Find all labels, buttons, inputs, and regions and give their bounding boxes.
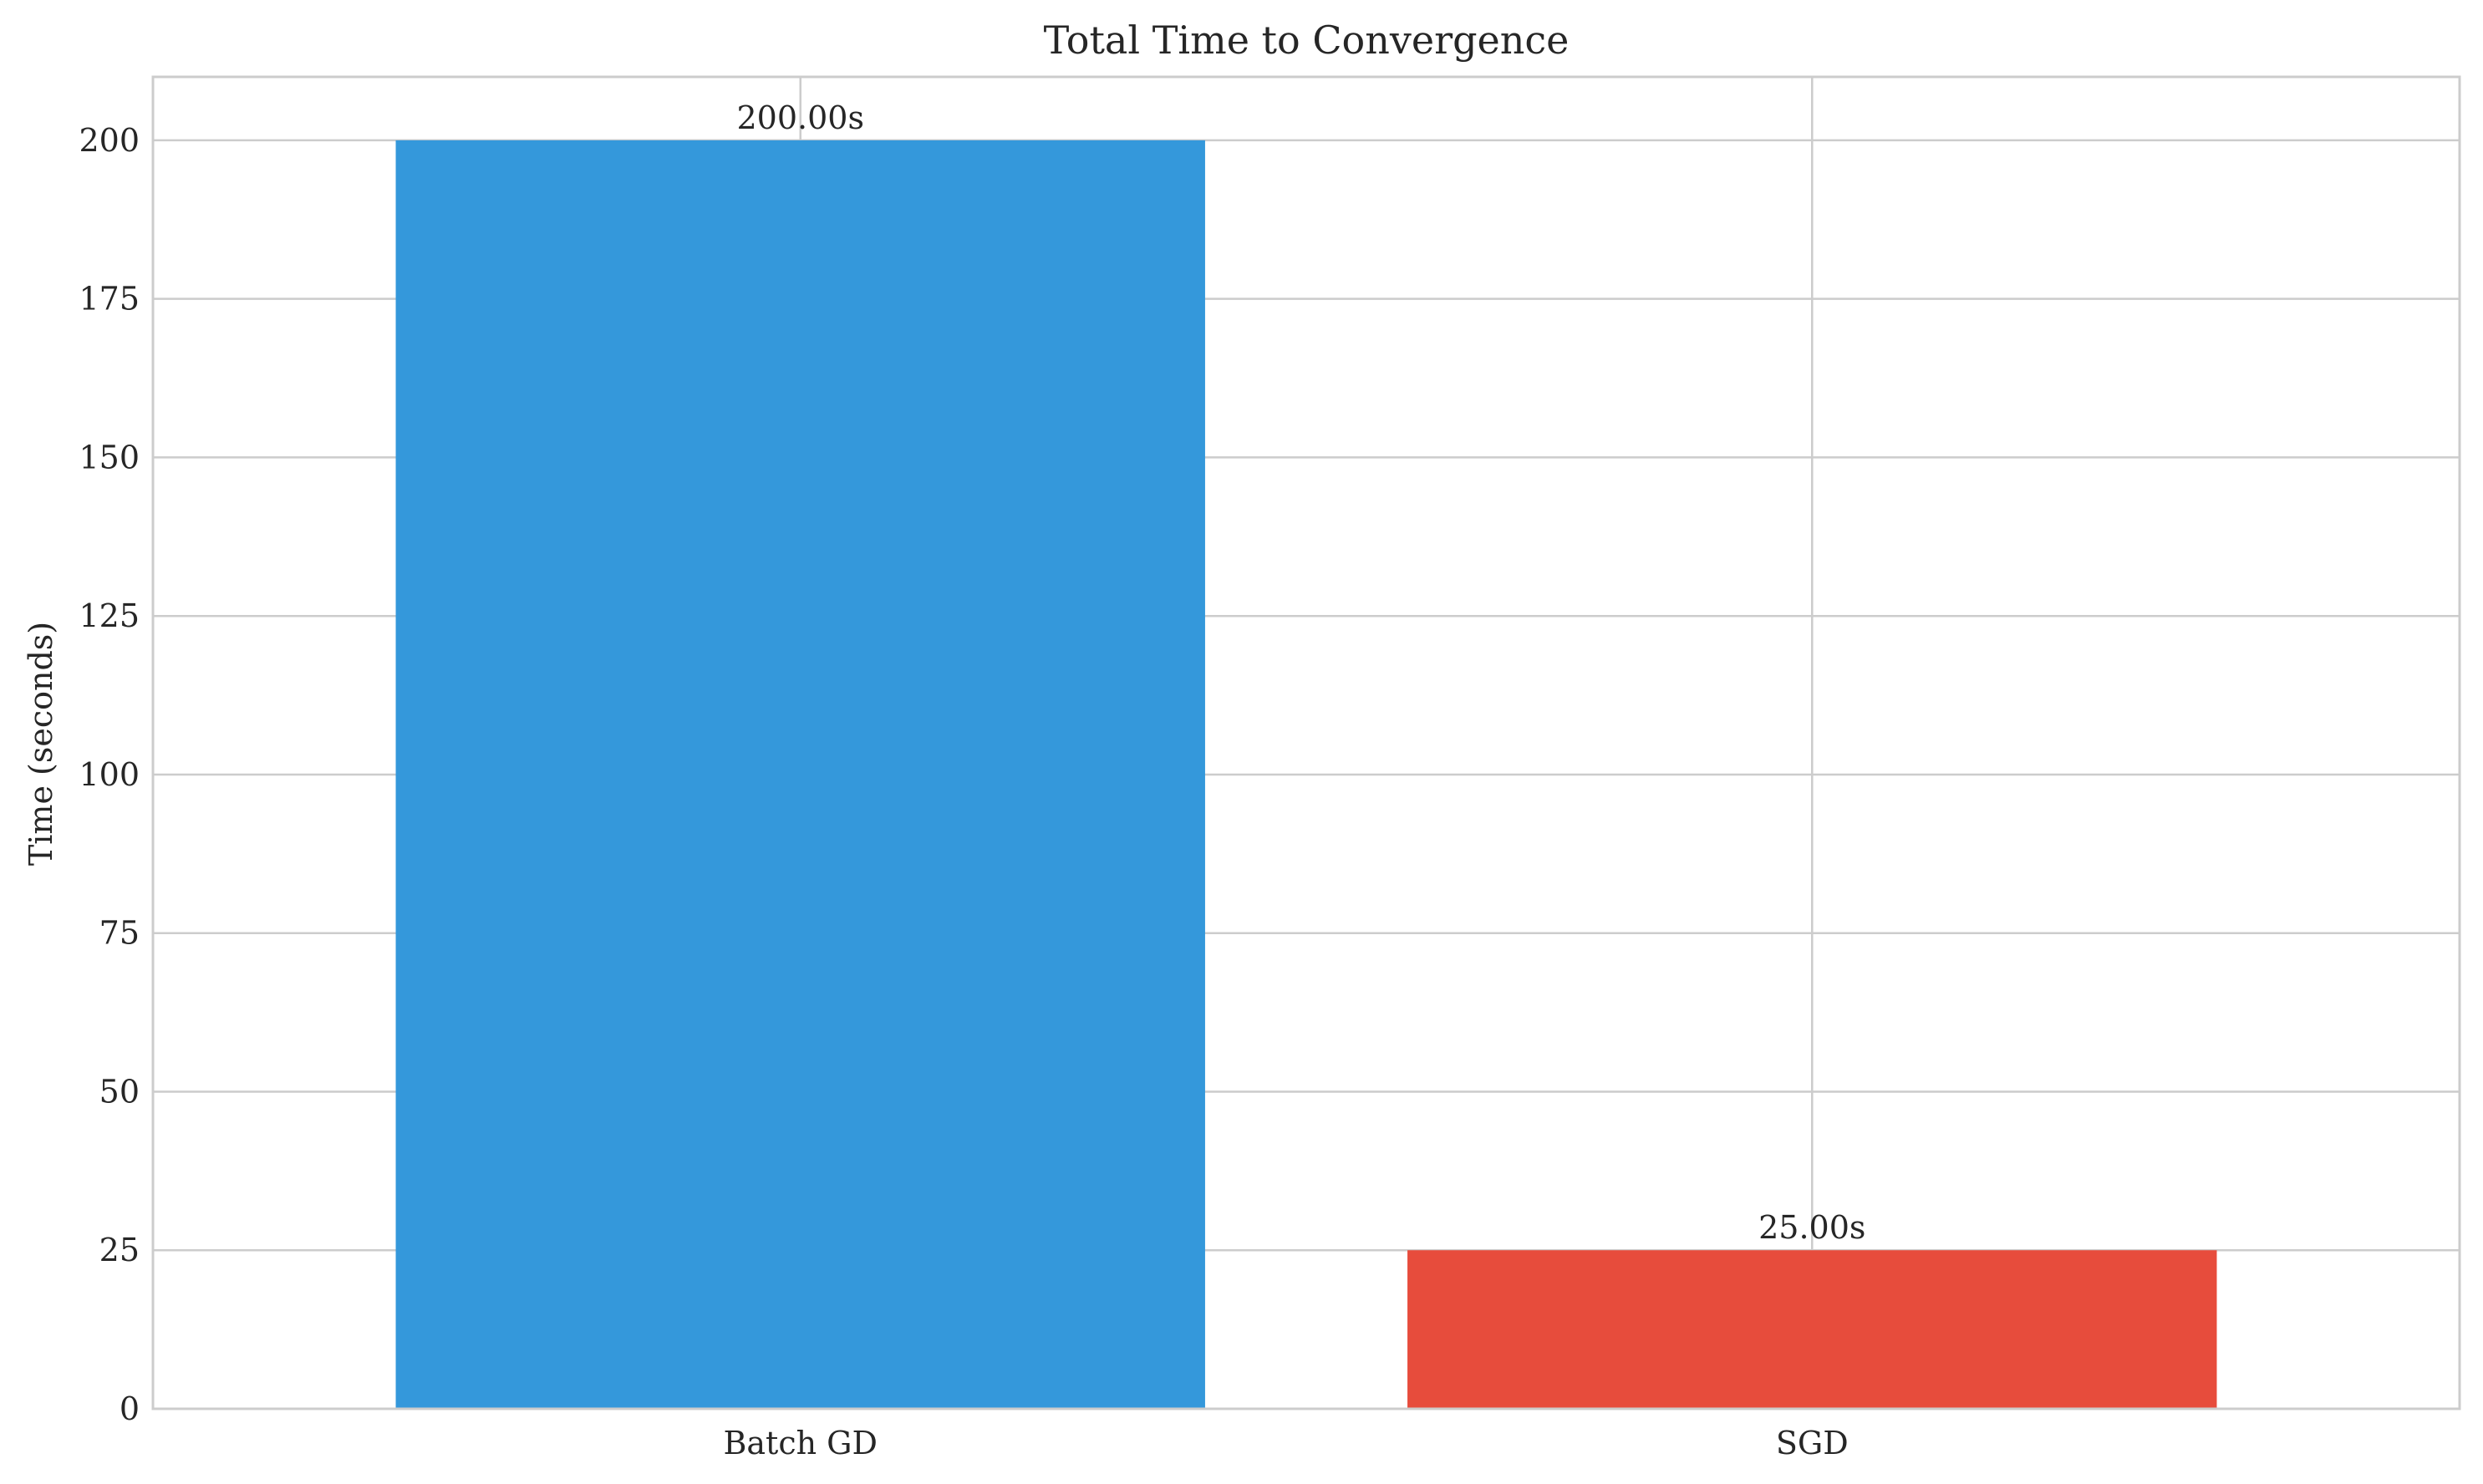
y-tick-label: 200 xyxy=(79,122,140,159)
x-axis-ticks: Batch GD SGD xyxy=(723,1425,1848,1461)
bar-batch-gd xyxy=(395,140,1205,1409)
bar-value-label: 200.00s xyxy=(737,99,864,136)
y-tick-label: 125 xyxy=(79,597,140,634)
y-axis-label: Time (seconds) xyxy=(23,622,59,866)
x-tick-label: Batch GD xyxy=(723,1425,878,1461)
bar-value-label: 25.00s xyxy=(1758,1209,1865,1246)
y-tick-label: 75 xyxy=(99,915,140,952)
x-tick-label: SGD xyxy=(1776,1425,1849,1461)
y-tick-label: 150 xyxy=(79,439,140,475)
y-tick-label: 100 xyxy=(79,756,140,793)
y-axis-ticks: 0 25 50 75 100 125 150 175 200 xyxy=(79,122,140,1427)
bar-value-labels: 200.00s 25.00s xyxy=(737,99,1866,1246)
y-tick-label: 175 xyxy=(79,281,140,318)
bar-sgd xyxy=(1407,1250,2217,1409)
chart-title: Total Time to Convergence xyxy=(1044,18,1570,63)
bars xyxy=(395,140,2217,1409)
y-tick-label: 25 xyxy=(99,1232,140,1268)
plot-frame xyxy=(151,75,2461,1410)
y-tick-label: 50 xyxy=(99,1073,140,1110)
y-tick-label: 0 xyxy=(120,1390,140,1427)
